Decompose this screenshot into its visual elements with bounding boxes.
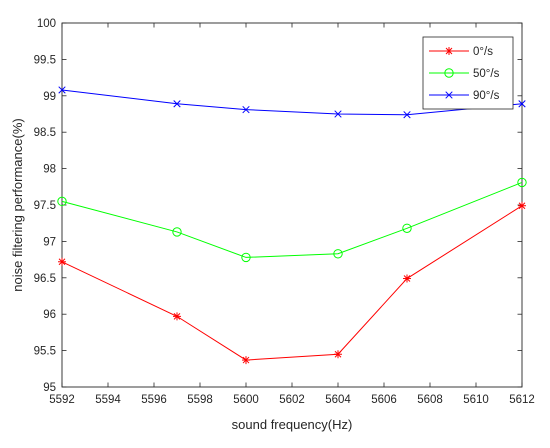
data-point	[58, 86, 66, 94]
data-point	[242, 356, 250, 365]
data-point	[402, 223, 412, 233]
legend-label: 90°/s	[473, 90, 500, 102]
legend: 0°/s 50°/s 90°/s	[422, 36, 514, 110]
legend-item: 50°/s	[429, 68, 500, 80]
y-tick-label: 95.5	[34, 346, 56, 358]
data-point	[57, 196, 67, 207]
x-tick-label: 5604	[325, 394, 351, 406]
y-tick-label: 99.5	[34, 54, 56, 66]
data-point	[172, 227, 182, 237]
x-tick-label: 5610	[463, 394, 489, 406]
series-line	[61, 181, 523, 258]
data-point	[241, 252, 251, 263]
data-point	[242, 105, 250, 114]
series-0	[58, 201, 526, 365]
y-tick-label: 100	[37, 18, 56, 30]
x-axis-title: sound frequency(Hz)	[232, 417, 353, 432]
x-tick-label: 5606	[371, 394, 397, 406]
data-point	[403, 274, 411, 283]
data-point	[518, 201, 526, 210]
y-tick-label: 96	[43, 309, 56, 321]
series-2	[58, 86, 526, 119]
legend-item: 0°/s	[429, 46, 493, 58]
x-axis: 5592 5594 5596 5598 5600 5602 5604 5606 5608 5610…	[49, 23, 535, 406]
series-line	[61, 89, 523, 116]
x-tick-label: 5612	[509, 394, 535, 406]
legend-label: 50°/s	[473, 68, 500, 80]
data-point	[173, 100, 181, 108]
y-axis: 95 95.5 96 96.5 97 97.5 98 98.5 99 99.5 100	[34, 18, 522, 394]
legend-marker	[444, 68, 454, 78]
y-axis-title: noise filtering performance(%)	[10, 118, 25, 291]
series-1	[57, 177, 527, 263]
y-tick-label: 97	[43, 236, 56, 248]
legend-marker	[445, 91, 453, 99]
y-tick-label: 99	[43, 91, 56, 103]
data-point	[173, 312, 181, 321]
data-point	[58, 257, 66, 266]
data-point	[403, 111, 411, 119]
x-tick-label: 5600	[233, 394, 259, 406]
data-point	[333, 249, 343, 259]
data-point	[334, 350, 342, 359]
x-tick-label: 5592	[49, 394, 75, 406]
legend-label: 0°/s	[473, 46, 493, 58]
legend-marker	[445, 47, 453, 55]
y-tick-label: 95	[43, 382, 56, 394]
x-tick-label: 5594	[95, 394, 121, 406]
x-tick-label: 5596	[141, 394, 167, 406]
y-tick-label: 98.5	[34, 127, 56, 139]
y-tick-label: 96.5	[34, 273, 56, 285]
data-point	[517, 177, 527, 188]
x-tick-label: 5608	[417, 394, 443, 406]
y-tick-label: 97.5	[34, 200, 56, 212]
x-tick-label: 5602	[279, 394, 305, 406]
data-point	[518, 100, 526, 108]
series-line	[61, 205, 523, 361]
x-tick-label: 5598	[187, 394, 213, 406]
data-point	[334, 110, 342, 118]
y-tick-label: 98	[43, 164, 56, 176]
legend-item: 90°/s	[429, 90, 500, 102]
